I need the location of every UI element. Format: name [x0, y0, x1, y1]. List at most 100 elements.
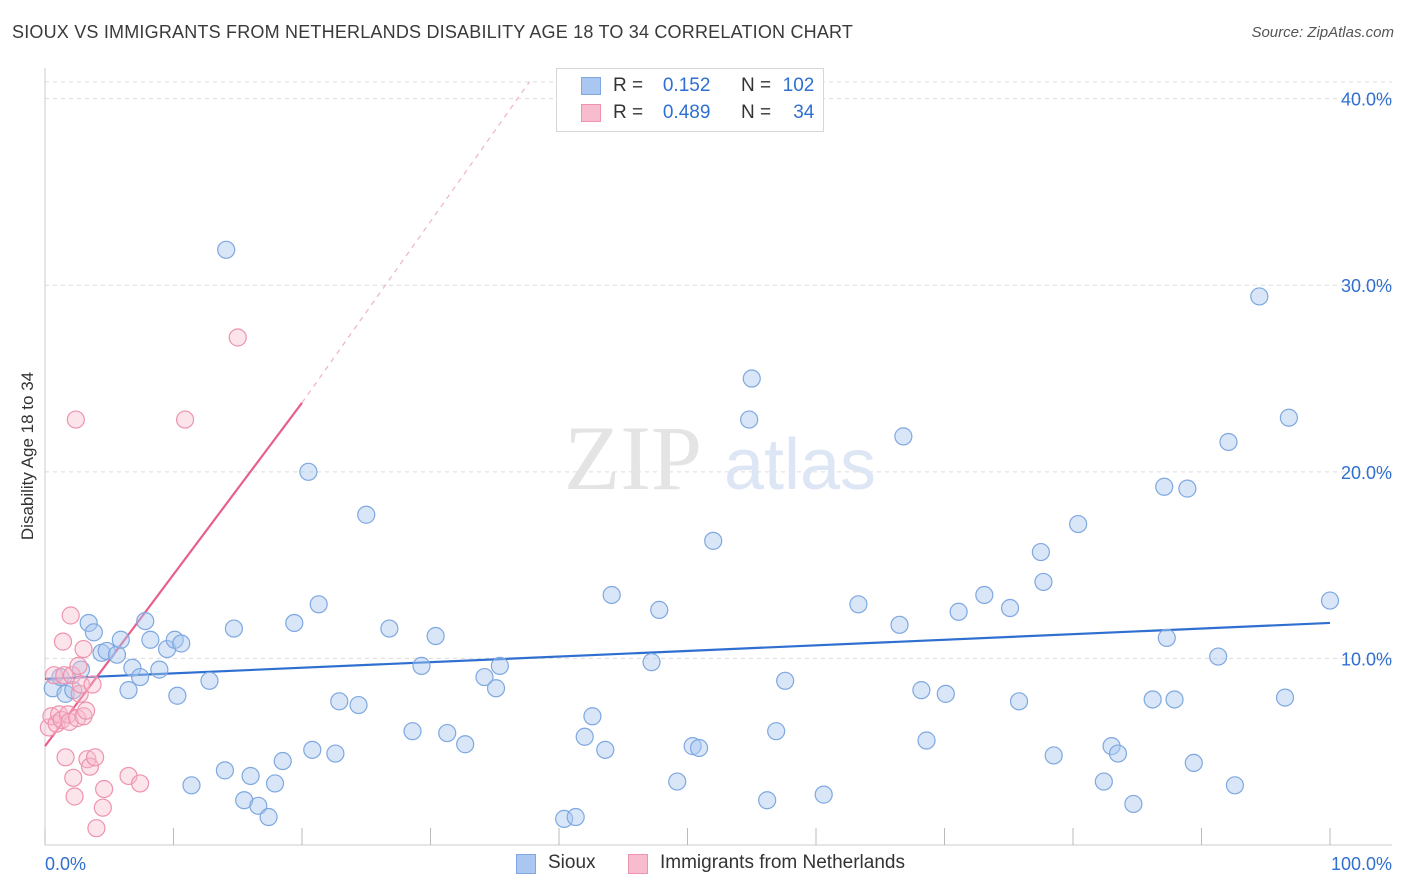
data-point-sioux: [1102, 737, 1121, 756]
data-point-sioux: [426, 626, 445, 646]
data-point-netherlands: [80, 757, 100, 776]
data-point-sioux: [403, 722, 422, 741]
bottom-legend-swatch-netherlands: [628, 854, 648, 874]
data-point-netherlands: [93, 798, 112, 817]
data-point-sioux: [1108, 744, 1128, 763]
data-point-netherlands: [66, 410, 85, 429]
data-point-sioux: [1031, 542, 1050, 562]
data-point-sioux: [79, 613, 98, 633]
data-point-sioux: [357, 505, 376, 524]
data-point-sioux: [380, 619, 399, 638]
data-point-sioux: [309, 595, 328, 614]
data-point-sioux: [758, 791, 777, 810]
series-netherlands: [39, 328, 247, 838]
data-point-netherlands: [61, 606, 80, 625]
data-point-sioux: [136, 611, 155, 631]
data-point-sioux: [303, 740, 322, 759]
legend-swatch-sioux: [581, 77, 601, 95]
correlation-legend: R = 0.152 N = 102 R = 0.489 N = 34: [556, 68, 824, 132]
data-point-sioux: [1044, 746, 1063, 765]
data-point-sioux: [285, 613, 304, 633]
data-point-sioux: [326, 744, 345, 763]
data-point-sioux: [1143, 690, 1162, 709]
data-point-sioux: [602, 585, 621, 605]
data-point-sioux: [249, 796, 268, 815]
data-point-sioux: [200, 671, 219, 690]
data-point-netherlands: [74, 639, 93, 659]
data-point-sioux: [172, 634, 191, 653]
data-point-sioux: [689, 738, 709, 758]
watermark-zip: ZIP: [564, 407, 702, 509]
data-point-netherlands: [59, 705, 78, 724]
data-point-sioux: [224, 619, 243, 638]
data-point-sioux: [456, 735, 475, 754]
data-point-sioux: [349, 695, 368, 715]
data-point-sioux: [330, 692, 349, 711]
data-point-sioux: [475, 667, 494, 687]
watermark-atlas: atlas: [724, 425, 876, 505]
data-point-netherlands: [87, 819, 106, 838]
data-point-netherlands: [130, 774, 150, 793]
chart-title: SIOUX VS IMMIGRANTS FROM NETHERLANDS DIS…: [12, 22, 854, 42]
x-tick-label: 100.0%: [1331, 854, 1392, 874]
data-point-sioux: [704, 531, 723, 550]
data-point-sioux: [917, 731, 936, 750]
data-point-sioux: [894, 427, 913, 446]
data-point-netherlands: [228, 328, 247, 347]
legend-text-sioux: R = 0.152 N = 102: [613, 75, 815, 96]
data-point-sioux: [168, 686, 187, 705]
data-point-sioux: [1250, 287, 1269, 306]
data-point-sioux: [949, 602, 968, 621]
data-point-sioux: [1178, 479, 1197, 498]
data-point-sioux: [767, 722, 786, 741]
data-point-sioux: [742, 369, 761, 388]
trend-line-sioux: [44, 621, 1331, 681]
data-point-sioux: [490, 656, 509, 675]
data-point-sioux: [273, 751, 292, 771]
data-point-netherlands: [44, 666, 64, 685]
bottom-legend-swatch-sioux: [516, 854, 536, 874]
data-point-netherlands: [70, 684, 89, 703]
data-point-sioux: [130, 667, 150, 687]
data-point-sioux: [912, 681, 931, 700]
data-point-sioux: [642, 653, 661, 672]
bottom-legend-label-sioux: Sioux: [548, 852, 596, 873]
data-point-netherlands: [64, 768, 83, 787]
data-point-sioux: [1034, 572, 1053, 592]
series-sioux: [43, 240, 1340, 828]
trend-line-netherlands-extension: [301, 81, 530, 404]
data-point-netherlands: [53, 632, 73, 651]
grid-lines: [45, 81, 1392, 659]
data-point-sioux: [217, 240, 236, 259]
data-point-sioux: [683, 737, 702, 756]
data-point-sioux: [583, 707, 602, 726]
data-point-sioux: [566, 807, 585, 827]
data-point-sioux: [265, 774, 285, 793]
data-point-sioux: [1094, 772, 1113, 791]
data-point-sioux: [668, 772, 687, 791]
data-point-netherlands: [175, 410, 195, 429]
bottom-legend-label-netherlands: Immigrants from Netherlands: [660, 852, 905, 873]
data-point-sioux: [1209, 647, 1228, 666]
y-tick-label: 20.0%: [1341, 463, 1392, 483]
data-point-sioux: [1184, 753, 1203, 773]
data-point-sioux: [1009, 692, 1029, 711]
data-point-netherlands: [83, 675, 102, 694]
data-point-sioux: [555, 809, 574, 828]
x-tick-label: 0.0%: [45, 854, 86, 874]
y-tick-label: 40.0%: [1341, 90, 1392, 110]
legend-text-netherlands: R = 0.489 N = 34: [613, 102, 815, 123]
data-point-sioux: [740, 410, 759, 429]
data-point-sioux: [119, 681, 138, 700]
data-point-sioux: [849, 595, 868, 614]
data-point-sioux: [1124, 794, 1143, 814]
data-point-netherlands: [86, 748, 105, 767]
data-point-sioux: [814, 785, 833, 804]
data-point-sioux: [84, 623, 103, 642]
data-point-sioux: [1279, 408, 1298, 427]
data-point-netherlands: [77, 701, 96, 720]
data-point-sioux: [299, 462, 318, 481]
data-point-sioux: [107, 645, 127, 664]
data-point-sioux: [650, 600, 669, 620]
